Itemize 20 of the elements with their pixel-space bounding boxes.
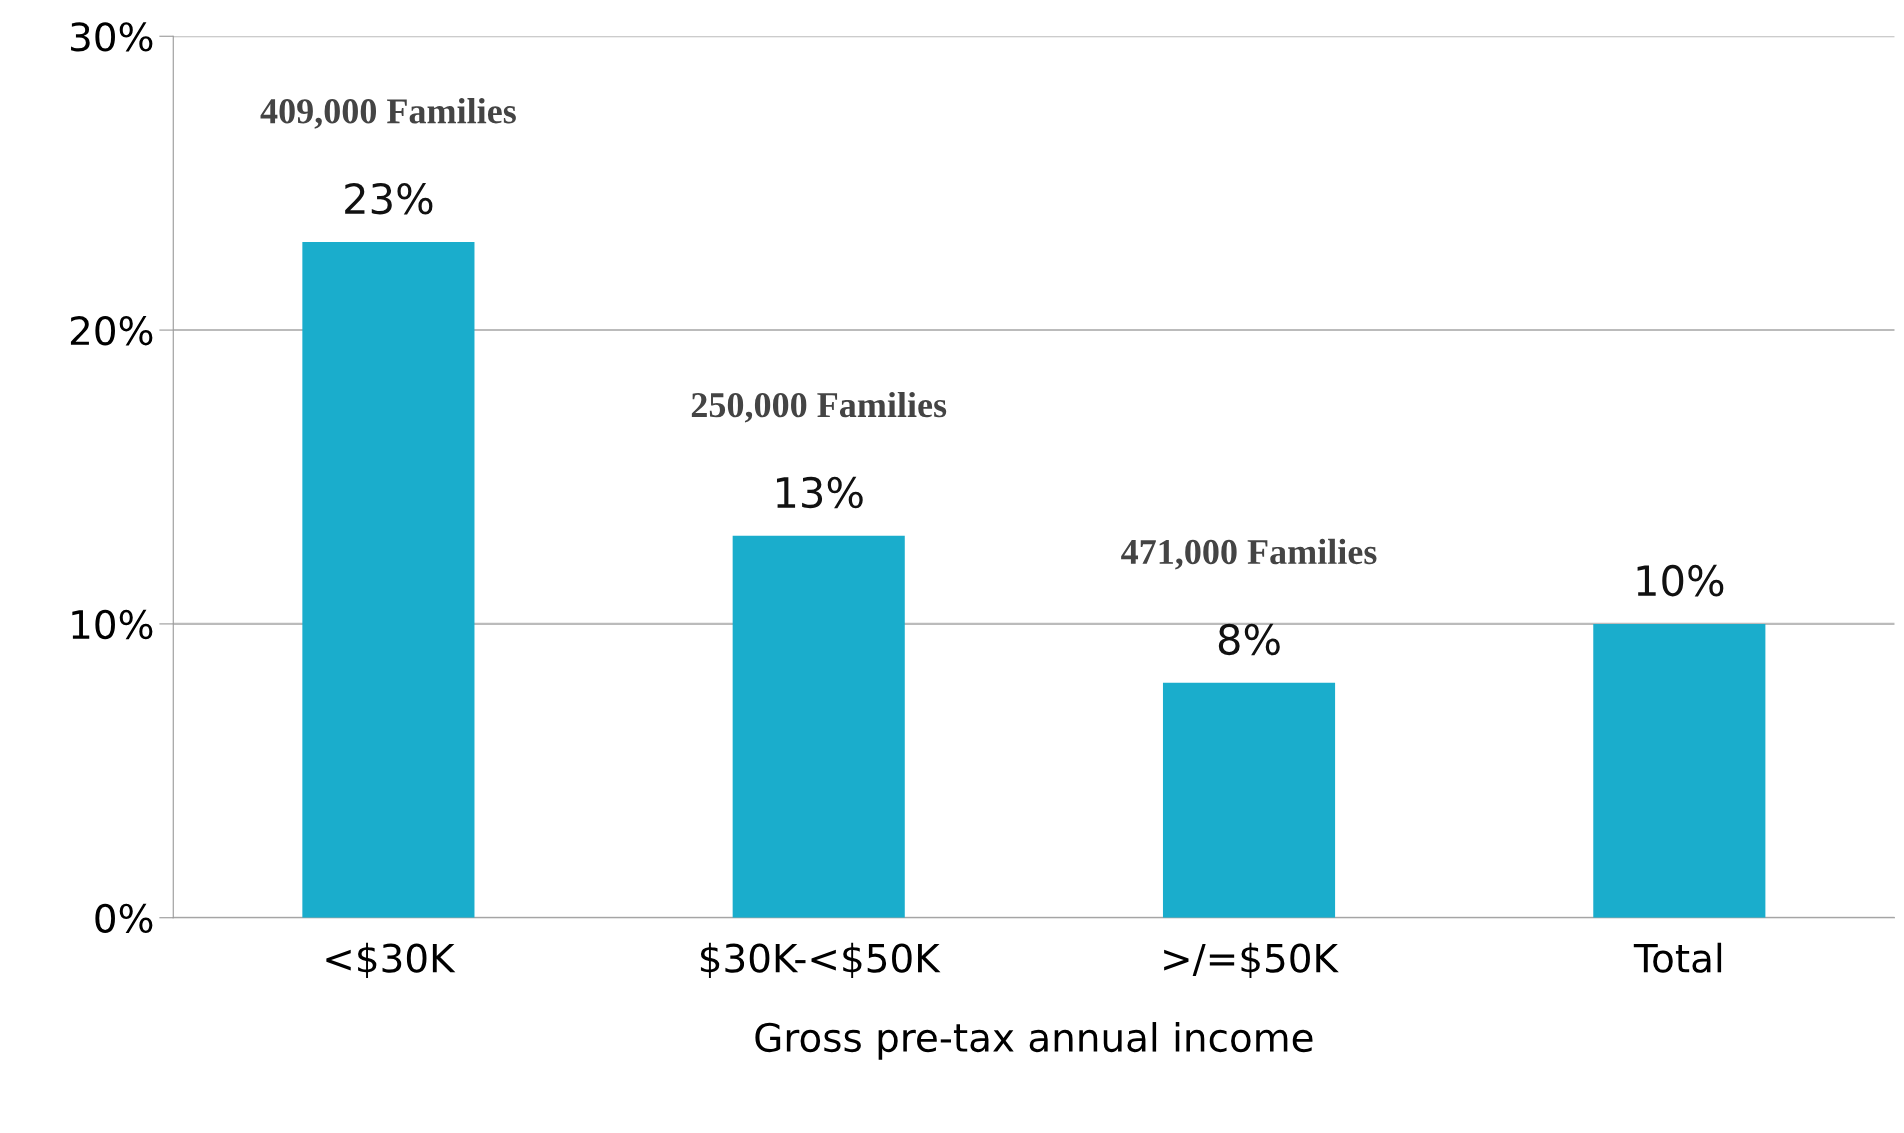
x-tick-label: >/=$50K <box>1164 942 1339 978</box>
bar <box>732 535 905 918</box>
data-label: 10% <box>1637 564 1724 597</box>
annotation: 471,000 Families <box>1121 538 1377 570</box>
x-tick-label: <$30K <box>326 942 456 978</box>
y-tick-label: 30% <box>71 22 153 52</box>
data-label: 8% <box>1218 623 1280 656</box>
annotation: 250,000 Families <box>691 391 947 423</box>
annotation: 409,000 Families <box>260 98 516 129</box>
data-label: 23% <box>345 182 433 215</box>
y-tick-label: 20% <box>70 315 153 346</box>
x-axis-title: Gross pre-tax annual income <box>755 1022 1313 1060</box>
bar <box>1593 623 1766 918</box>
data-label: 13% <box>776 476 863 509</box>
x-tick-label: $30K-<$50K <box>700 942 941 978</box>
bar <box>1162 682 1336 918</box>
y-tick-label: 0% <box>95 903 153 934</box>
x-tick-label: Total <box>1633 942 1722 973</box>
y-tick-label: 10% <box>72 609 153 640</box>
bar <box>302 241 475 918</box>
